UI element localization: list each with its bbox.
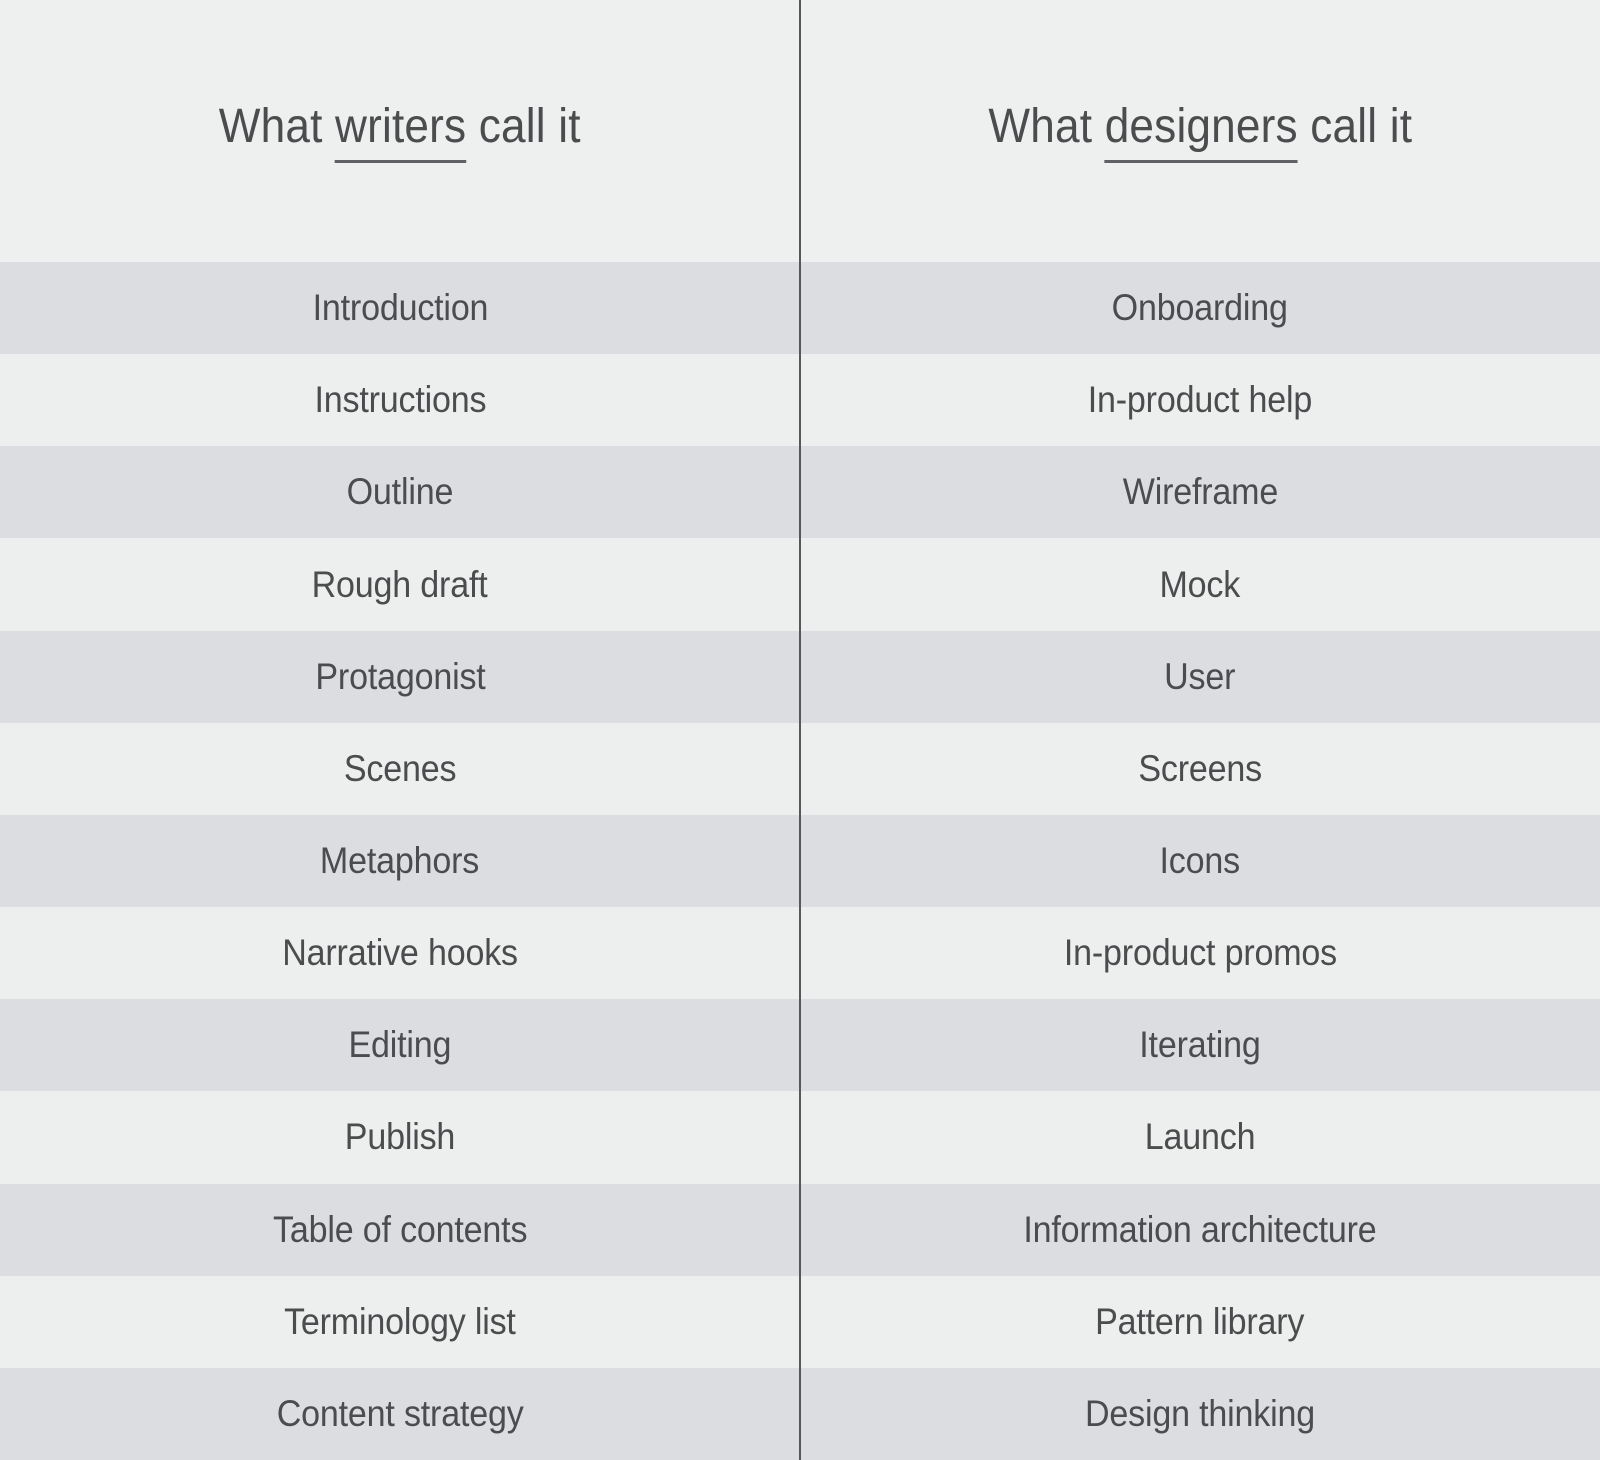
- writer-term: Table of contents: [272, 1208, 528, 1250]
- designer-term: Screens: [1138, 747, 1262, 789]
- writer-term-cell: Introduction: [0, 262, 800, 354]
- writer-term-cell: Outline: [0, 446, 800, 538]
- header-writers-text: What writers call it: [219, 99, 581, 163]
- writer-term: Introduction: [312, 287, 488, 329]
- writer-term-cell: Publish: [0, 1091, 800, 1183]
- designer-term-cell: Wireframe: [800, 446, 1600, 538]
- designer-term-cell: Information architecture: [800, 1184, 1600, 1276]
- designer-term-cell: Mock: [800, 538, 1600, 630]
- header-writers: What writers call it: [0, 0, 800, 262]
- header-writers-pre: What: [219, 100, 336, 153]
- designer-term: Iterating: [1139, 1024, 1261, 1066]
- writer-term-cell: Scenes: [0, 723, 800, 815]
- header-designers: What designers call it: [800, 0, 1600, 262]
- writer-term: Terminology list: [284, 1300, 516, 1342]
- designer-term: Wireframe: [1122, 471, 1278, 513]
- writer-term: Protagonist: [314, 655, 486, 697]
- designer-term-cell: Design thinking: [800, 1368, 1600, 1460]
- writer-term-cell: Metaphors: [0, 815, 800, 907]
- header-designers-underlined-word: designers: [1104, 99, 1298, 163]
- designer-term-cell: User: [800, 631, 1600, 723]
- designer-term: User: [1164, 655, 1236, 697]
- designer-term: Mock: [1159, 563, 1241, 605]
- writer-term-cell: Protagonist: [0, 631, 800, 723]
- writer-term-cell: Terminology list: [0, 1276, 800, 1368]
- writer-term: Content strategy: [276, 1392, 524, 1434]
- column-divider: [799, 0, 801, 1460]
- designer-term: Onboarding: [1111, 287, 1289, 329]
- writer-term: Publish: [344, 1116, 456, 1158]
- designer-term-cell: Icons: [800, 815, 1600, 907]
- header-writers-underlined-word: writers: [335, 99, 467, 163]
- designer-term: In-product help: [1087, 379, 1313, 421]
- writer-term: Instructions: [314, 379, 486, 421]
- writer-term: Narrative hooks: [282, 932, 518, 974]
- designer-term: Design thinking: [1084, 1392, 1315, 1434]
- writer-term: Rough draft: [312, 563, 488, 605]
- designer-term: Icons: [1159, 840, 1241, 882]
- designer-term-cell: In-product help: [800, 354, 1600, 446]
- writer-term-cell: Rough draft: [0, 538, 800, 630]
- writer-term-cell: Content strategy: [0, 1368, 800, 1460]
- designer-term-cell: Screens: [800, 723, 1600, 815]
- writer-term: Metaphors: [320, 840, 480, 882]
- designer-term: Pattern library: [1095, 1300, 1305, 1342]
- writer-term: Outline: [346, 471, 454, 513]
- table-header-band: What writers call it What designers call…: [0, 0, 1600, 262]
- writer-term-cell: Instructions: [0, 354, 800, 446]
- writer-term-cell: Table of contents: [0, 1184, 800, 1276]
- writer-term: Editing: [348, 1024, 452, 1066]
- designer-term: Launch: [1144, 1116, 1256, 1158]
- header-designers-post: call it: [1297, 100, 1412, 153]
- designer-term-cell: Pattern library: [800, 1276, 1600, 1368]
- writer-term-cell: Editing: [0, 999, 800, 1091]
- designer-term-cell: Onboarding: [800, 262, 1600, 354]
- header-designers-text: What designers call it: [988, 99, 1412, 163]
- writer-term: Scenes: [343, 747, 457, 789]
- designer-term-cell: Launch: [800, 1091, 1600, 1183]
- designer-term-cell: Iterating: [800, 999, 1600, 1091]
- writer-term-cell: Narrative hooks: [0, 907, 800, 999]
- header-writers-post: call it: [466, 100, 581, 153]
- designer-term: Information architecture: [1023, 1208, 1377, 1250]
- designer-term-cell: In-product promos: [800, 907, 1600, 999]
- header-designers-pre: What: [988, 100, 1105, 153]
- designer-term: In-product promos: [1063, 932, 1337, 974]
